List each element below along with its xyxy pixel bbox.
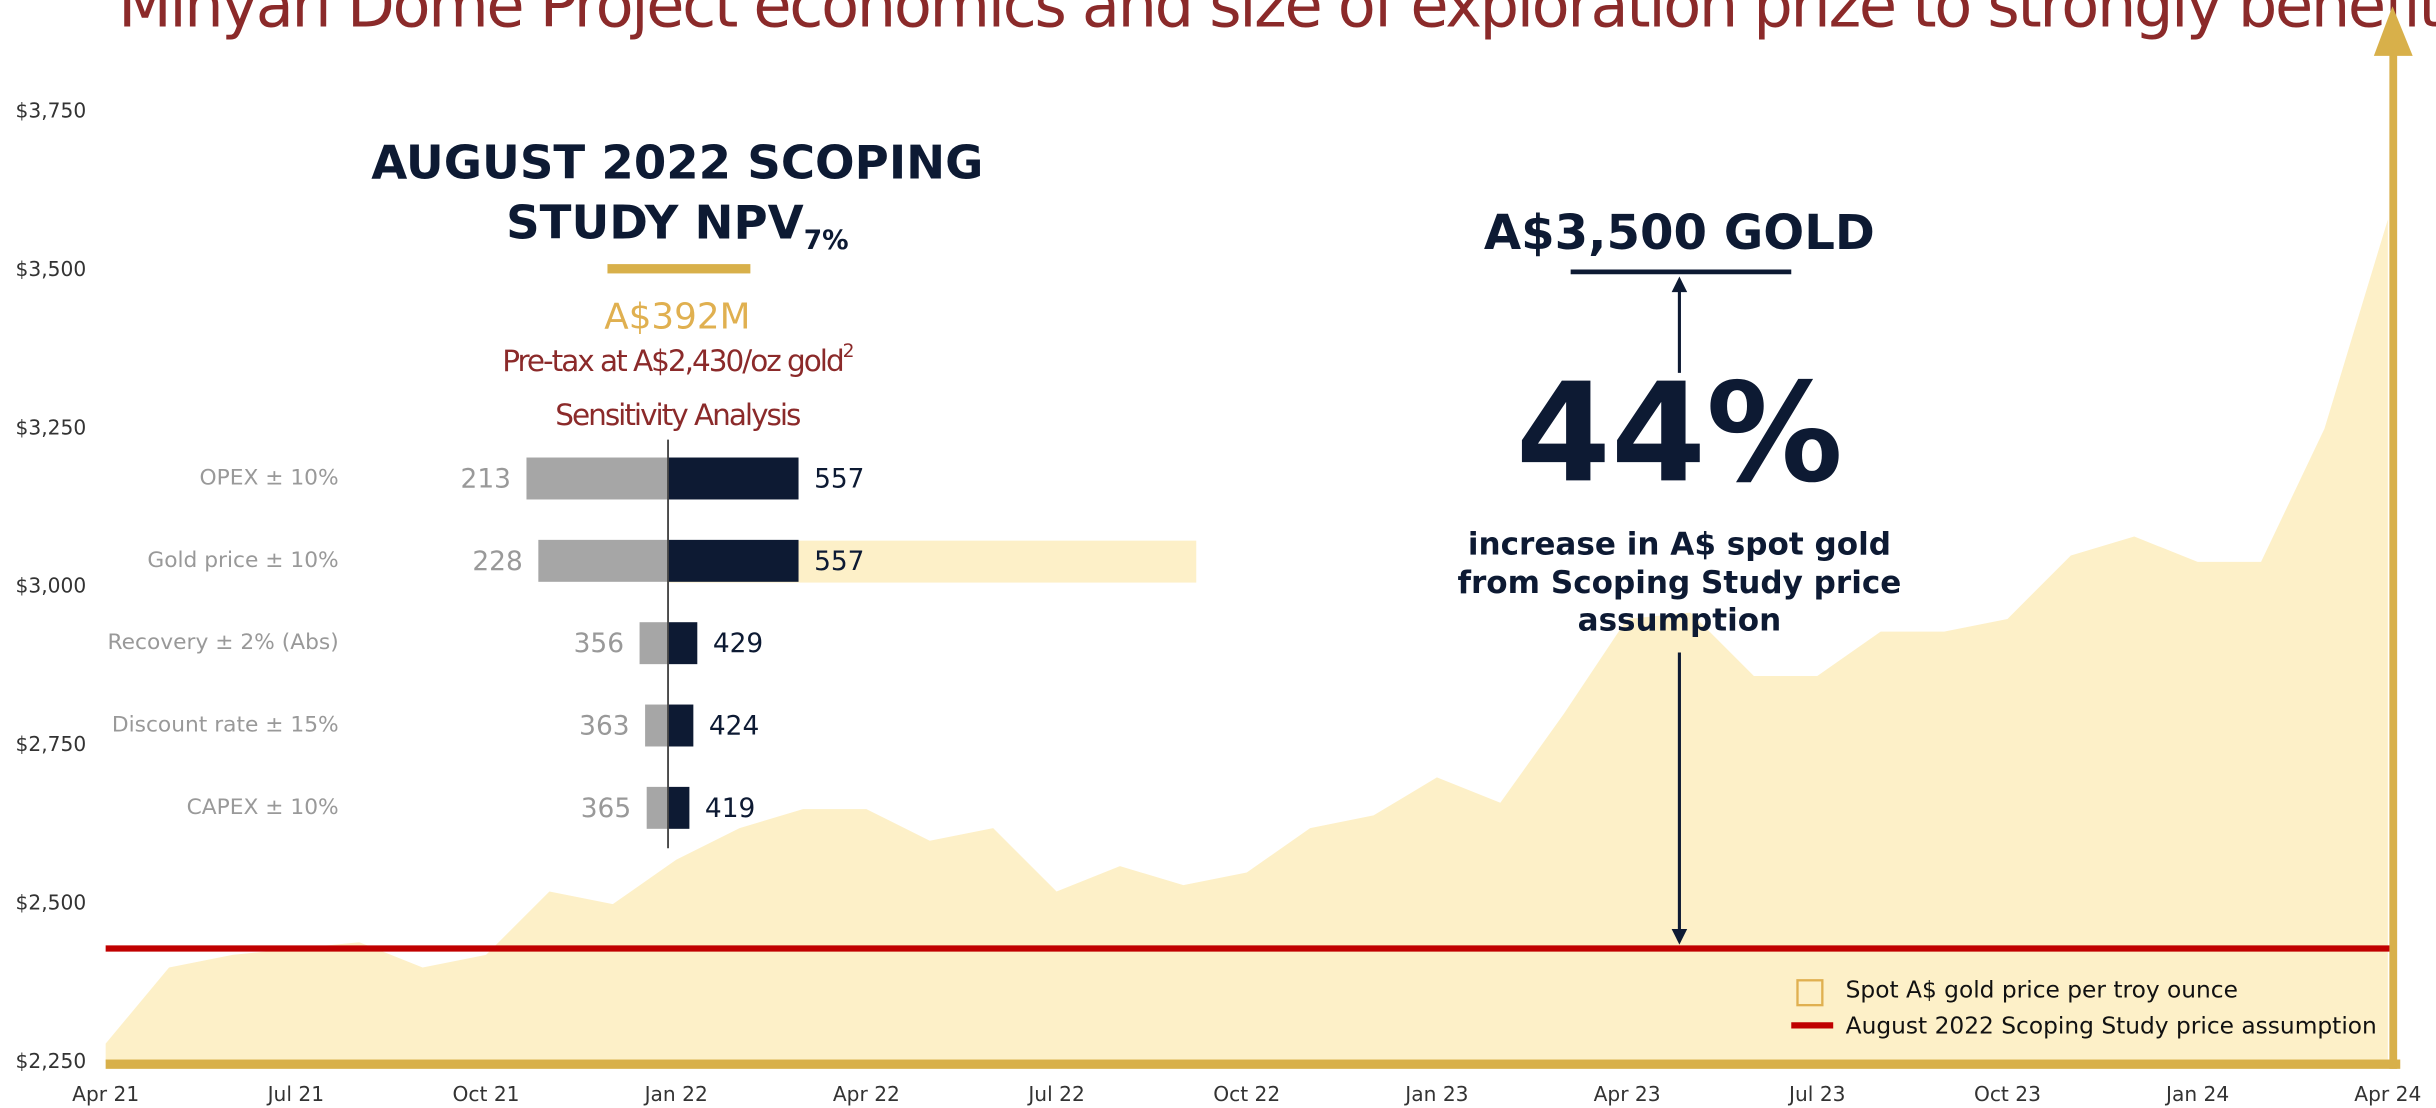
x-tick-label: Jul 21 [266, 1082, 324, 1106]
x-tick-label: Apr 24 [2354, 1082, 2421, 1106]
npv-title: STUDY NPV7% [506, 195, 848, 256]
bar [668, 704, 694, 747]
bar [668, 622, 698, 665]
category-label: Gold price ± 10% [147, 548, 338, 573]
category-label: Recovery ± 2% (Abs) [108, 630, 339, 655]
x-tick-label: Oct 23 [1974, 1082, 2041, 1106]
x-tick-label: Jan 22 [643, 1082, 708, 1106]
y-tick-label: $2,250 [16, 1049, 87, 1073]
y-tick-label: $3,750 [16, 98, 87, 122]
x-tick-label: Jul 22 [1026, 1082, 1084, 1106]
y-axis [2389, 46, 2398, 1069]
subtitle-text: Pre-tax at A$2,430/oz gold [502, 343, 843, 377]
bar [668, 539, 799, 582]
category-label: OPEX ± 10% [199, 465, 338, 490]
underline [607, 264, 751, 274]
headline: 44% [1516, 354, 1843, 513]
bar [526, 457, 669, 500]
caption: from Scoping Study price [1457, 565, 1901, 601]
footnote-mark: 2 [843, 341, 853, 362]
legend-label: Spot A$ gold price per troy ounce [1846, 977, 2238, 1004]
y-tick-label: $2,750 [16, 732, 87, 756]
npv-heading: AUGUST 2022 SCOPING STUDY NPV7% A$392M P… [371, 136, 983, 432]
value-label: 356 [574, 628, 624, 659]
npv-value: A$392M [604, 296, 750, 337]
x-tick-label: Apr 21 [72, 1082, 139, 1106]
bar [645, 704, 669, 747]
x-tick-label: Jul 23 [1787, 1082, 1845, 1106]
y-tick-label: $3,250 [16, 415, 87, 439]
npv-title: AUGUST 2022 SCOPING [371, 136, 983, 190]
y-tick-label: $3,000 [16, 574, 87, 598]
value-label: 365 [581, 793, 631, 824]
y-tick-label: $3,500 [16, 257, 87, 281]
value-label: 363 [579, 711, 629, 742]
section-label: Sensitivity Analysis [555, 398, 800, 432]
caption: increase in A$ spot gold [1468, 526, 1891, 562]
value-label: 228 [472, 546, 522, 577]
bar [668, 457, 799, 500]
bar [646, 786, 669, 829]
arrowhead [1671, 276, 1688, 293]
bar [639, 622, 669, 665]
axis-arrow [2373, 6, 2413, 56]
x-tick-label: Oct 22 [1213, 1082, 1280, 1106]
value-label: 213 [461, 464, 511, 495]
npv-title-main: STUDY NPV [506, 195, 804, 249]
x-tick-label: Apr 23 [1594, 1082, 1661, 1106]
legend-swatch [1796, 979, 1824, 1007]
category-label: CAPEX ± 10% [187, 795, 339, 820]
bar [668, 786, 690, 829]
target-label: A$3,500 GOLD [1484, 205, 1875, 261]
caption: assumption [1578, 602, 1782, 638]
npv-subtitle: Pre-tax at A$2,430/oz gold2 [502, 341, 852, 378]
legend-label: August 2022 Scoping Study price assumpti… [1846, 1012, 2377, 1039]
category-label: Discount rate ± 15% [112, 713, 339, 738]
x-tick-label: Oct 21 [453, 1082, 520, 1106]
npv-subscript: 7% [804, 224, 849, 255]
bar [538, 539, 669, 582]
value-label: 424 [709, 711, 759, 742]
x-tick-label: Jan 24 [2164, 1082, 2229, 1106]
y-tick-label: $2,500 [16, 891, 87, 915]
x-tick-label: Apr 22 [833, 1082, 900, 1106]
value-label: 419 [705, 793, 755, 824]
value-label: 429 [713, 628, 763, 659]
x-tick-label: Jan 23 [1403, 1082, 1468, 1106]
arrowhead [1671, 929, 1688, 945]
value-label: 557 [814, 464, 864, 495]
x-axis [105, 1059, 2401, 1069]
value-label: 557 [814, 546, 864, 577]
area [105, 219, 2388, 1063]
page-title: Minyari Dome Project economics and size … [118, 0, 2436, 41]
